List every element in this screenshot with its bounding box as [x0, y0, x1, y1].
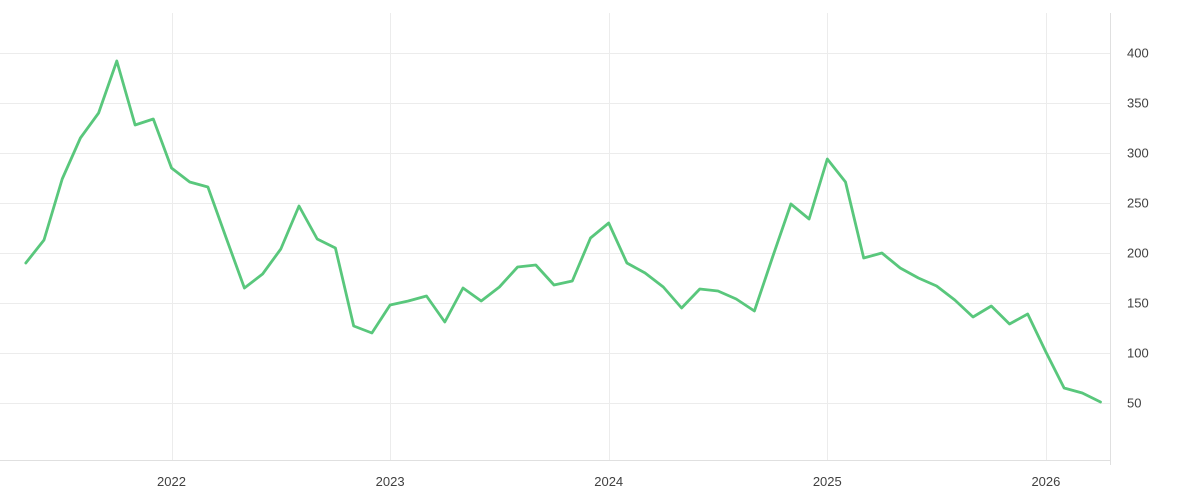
horizontal-gridlines [0, 53, 1110, 404]
x-tick-label: 2025 [813, 474, 842, 489]
series-line [24, 59, 1102, 404]
x-tick-label: 2022 [157, 474, 186, 489]
vertical-gridlines [172, 13, 1047, 460]
y-tick-label: 50 [1127, 396, 1141, 411]
x-tick-label: 2026 [1031, 474, 1060, 489]
y-tick-label: 250 [1127, 196, 1149, 211]
y-tick-label: 150 [1127, 296, 1149, 311]
y-tick-label: 300 [1127, 146, 1149, 161]
y-tick-label: 350 [1127, 96, 1149, 111]
x-tick-labels: 2022 2023 2024 2025 2026 [157, 474, 1060, 489]
y-tick-label: 100 [1127, 346, 1149, 361]
x-tick-label: 2024 [594, 474, 623, 489]
y-tick-label: 200 [1127, 246, 1149, 261]
x-tick-label: 2023 [376, 474, 405, 489]
y-tick-label: 400 [1127, 46, 1149, 61]
y-tick-labels: 400 350 300 250 200 150 100 50 [1127, 46, 1149, 411]
